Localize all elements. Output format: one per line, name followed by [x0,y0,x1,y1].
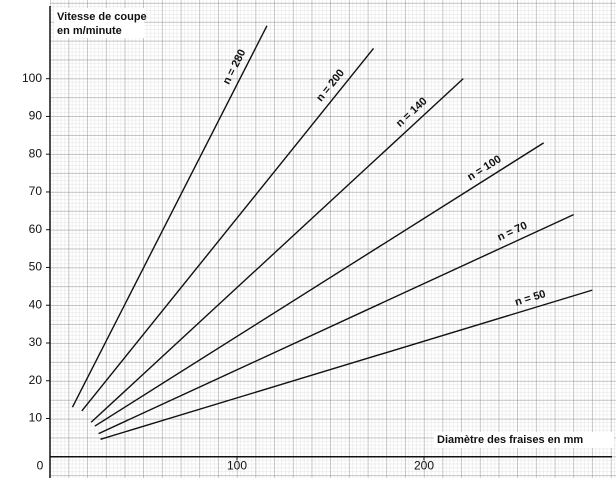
y-axis-title: Vitesse de coupe [57,11,147,23]
y-tick-label: 80 [29,146,43,160]
x-tick-label: 200 [414,458,434,472]
x-axis-title: Diamètre des fraises en mm [437,434,583,446]
y-tick-label: 70 [29,184,43,198]
series-line [98,213,574,435]
x-tick-label: 0 [37,458,44,472]
y-tick-label: 100 [22,71,42,85]
series-line [94,142,545,427]
label-bg [54,8,144,38]
y-tick-label: 90 [29,109,43,123]
x-tick-label: 100 [227,458,247,472]
y-tick-label: 60 [29,222,43,236]
series-line [81,48,375,412]
y-tick-label: 10 [29,411,43,425]
series-line [71,25,268,408]
y-tick-label: 40 [29,297,43,311]
y-tick-label: 20 [29,373,43,387]
y-tick-label: 30 [29,335,43,349]
y-tick-label: 50 [29,260,43,274]
y-axis-title: en m/minute [57,25,122,37]
series-line [90,78,464,423]
label-bg [434,432,614,448]
series-line [100,289,593,440]
